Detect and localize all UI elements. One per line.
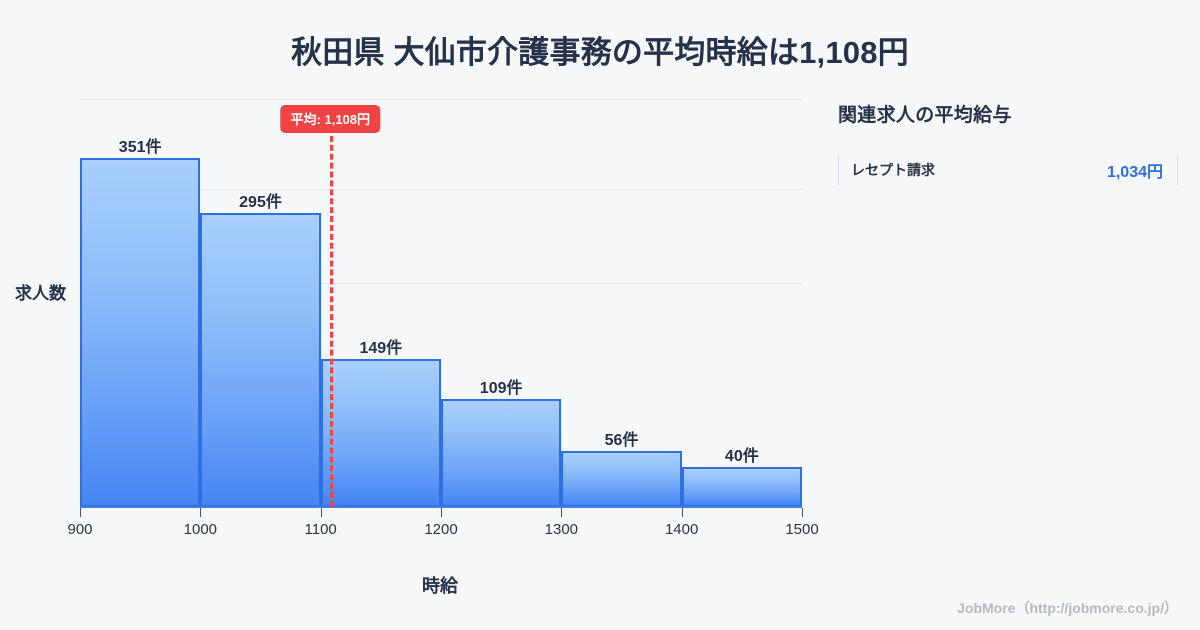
salary-row-name: レセプト請求 xyxy=(851,162,935,178)
histogram-bar xyxy=(200,213,321,507)
page-title: 秋田県 大仙市介護事務の平均時給は1,108円 xyxy=(291,35,909,70)
salary-row[interactable]: レセプト請求 1,034円 xyxy=(838,155,1178,185)
gridline xyxy=(80,188,802,190)
bar-value-label: 109件 xyxy=(479,379,523,397)
x-axis-line xyxy=(80,506,802,508)
x-axis-tick-label: 1500 xyxy=(785,521,819,538)
bar-value-label: 149件 xyxy=(359,339,403,357)
histogram-bar xyxy=(320,358,441,507)
watermark: JobMore（http://jobmore.co.jp/） xyxy=(957,600,1178,616)
x-axis-tick xyxy=(561,508,563,517)
x-axis-tick-label: 1200 xyxy=(424,521,458,538)
related-salary-panel: 関連求人の平均給与 レセプト請求 1,034円 xyxy=(838,100,1178,185)
average-badge: 平均: 1,108円 xyxy=(280,105,381,133)
gridline xyxy=(80,99,802,100)
histogram-chart: 求人数 351件 295件 149件 109件 56件 40件 900 1000 1100 120… xyxy=(15,99,819,596)
histogram-bar xyxy=(441,398,562,507)
x-axis-tick-label: 1100 xyxy=(304,521,337,538)
x-axis-tick-label: 1000 xyxy=(183,521,218,538)
bar-value-label: 295件 xyxy=(239,194,282,212)
x-axis-tick xyxy=(681,508,683,517)
bar-value-label: 40件 xyxy=(724,448,759,466)
histogram-bar xyxy=(80,157,201,507)
x-axis-title: 時給 xyxy=(422,576,458,596)
x-axis-tick-label: 1400 xyxy=(664,521,699,538)
x-axis-tick-label: 900 xyxy=(67,521,93,538)
x-axis-tick xyxy=(200,508,202,517)
related-salary-title: 関連求人の平均給与 xyxy=(838,105,1012,126)
x-axis-tick-label: 1300 xyxy=(544,521,579,538)
related-salary-list: レセプト請求 1,034円 xyxy=(838,155,1178,185)
x-axis-tick xyxy=(441,508,442,517)
y-axis-title: 求人数 xyxy=(15,284,66,303)
x-axis-tick xyxy=(320,508,322,517)
x-axis-tick xyxy=(80,508,81,517)
gridline xyxy=(80,283,802,285)
average-line xyxy=(330,127,334,507)
histogram-bar xyxy=(561,451,682,507)
histogram-bar xyxy=(681,467,802,507)
x-axis-tick xyxy=(802,508,803,517)
salary-row-value: 1,034円 xyxy=(1106,164,1163,181)
plot-area xyxy=(80,99,802,507)
bar-value-label: 56件 xyxy=(604,432,639,450)
bar-value-label: 351件 xyxy=(118,138,162,156)
